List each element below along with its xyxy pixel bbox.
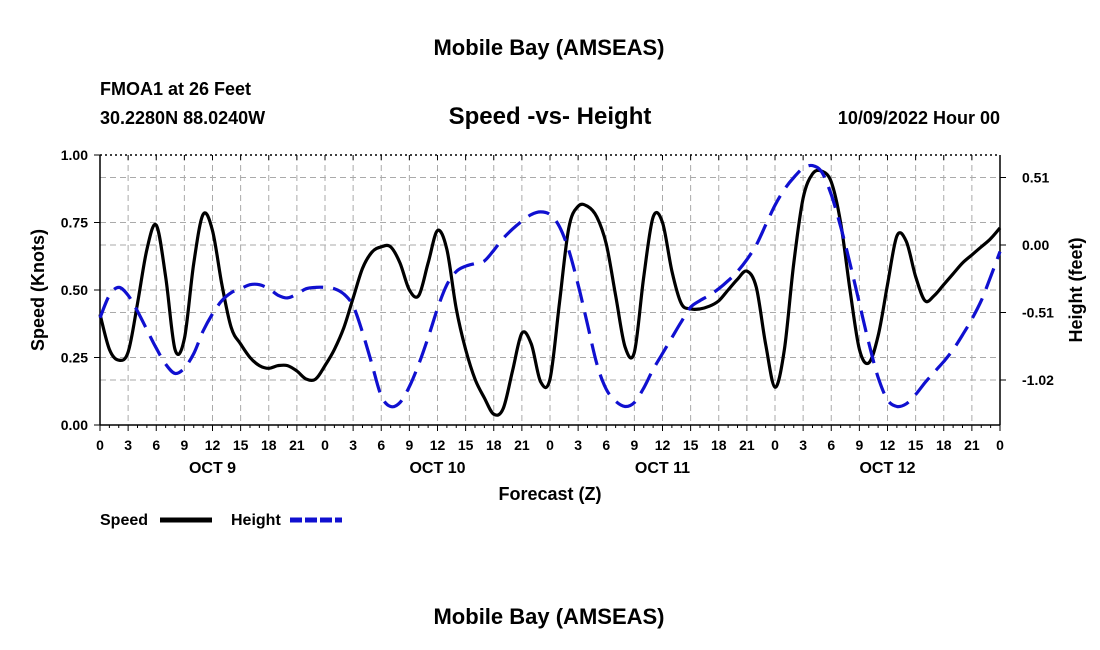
y-left-axis-label: Speed (Knots) bbox=[28, 229, 48, 351]
y-right-axis-label: Height (feet) bbox=[1066, 238, 1086, 343]
x-tick-label: 3 bbox=[349, 437, 357, 453]
x-tick-label: 6 bbox=[152, 437, 160, 453]
x-tick-label: 15 bbox=[233, 437, 249, 453]
x-tick-label: 18 bbox=[486, 437, 502, 453]
day-label: OCT 11 bbox=[635, 460, 690, 477]
x-tick-label: 12 bbox=[430, 437, 446, 453]
y-left-tick-label: 0.25 bbox=[61, 350, 88, 366]
x-tick-label: 18 bbox=[936, 437, 952, 453]
day-label: OCT 12 bbox=[859, 460, 915, 477]
x-tick-label: 21 bbox=[289, 437, 305, 453]
y-right-tick-label: -1.02 bbox=[1022, 372, 1054, 388]
x-tick-label: 12 bbox=[205, 437, 221, 453]
x-tick-label: 15 bbox=[908, 437, 924, 453]
x-tick-label: 3 bbox=[124, 437, 132, 453]
x-tick-label: 6 bbox=[377, 437, 385, 453]
x-tick-label: 12 bbox=[880, 437, 896, 453]
y-left-tick-label: 0.75 bbox=[61, 215, 88, 231]
x-tick-label: 3 bbox=[799, 437, 807, 453]
x-axis-label: Forecast (Z) bbox=[498, 484, 601, 504]
legend-speed-label: Speed bbox=[100, 512, 148, 529]
series-height-line bbox=[98, 163, 1002, 409]
x-tick-label: 21 bbox=[739, 437, 755, 453]
x-tick-label: 15 bbox=[458, 437, 474, 453]
y-left-tick-label: 0.50 bbox=[61, 282, 88, 298]
y-left-tick-label: 1.00 bbox=[61, 147, 88, 163]
x-tick-label: 0 bbox=[321, 437, 329, 453]
x-tick-label: 6 bbox=[602, 437, 610, 453]
chart-title: Mobile Bay (AMSEAS) bbox=[433, 35, 664, 60]
station-coords: 30.2280N 88.0240W bbox=[100, 108, 265, 128]
day-label: OCT 9 bbox=[189, 460, 236, 477]
x-tick-label: 0 bbox=[996, 437, 1004, 453]
series-layer bbox=[98, 163, 1002, 417]
footer-title: Mobile Bay (AMSEAS) bbox=[433, 604, 664, 629]
x-tick-label: 9 bbox=[405, 437, 413, 453]
x-tick-label: 9 bbox=[180, 437, 188, 453]
day-label: OCT 10 bbox=[409, 460, 465, 477]
y-left-tick-label: 0.00 bbox=[61, 417, 88, 433]
forecast-datetime: 10/09/2022 Hour 00 bbox=[838, 108, 1000, 128]
x-tick-label: 21 bbox=[964, 437, 980, 453]
y-right-tick-label: 0.51 bbox=[1022, 170, 1049, 186]
x-tick-label: 9 bbox=[630, 437, 638, 453]
legend-height-label: Height bbox=[231, 512, 281, 529]
x-tick-label: 18 bbox=[711, 437, 727, 453]
axes: 0 3 6 9 12 15 18 21 0 3 6 9 12 15 18 21 0 3 6 9 12 15 18 21 0 3 6 9… bbox=[61, 147, 1054, 477]
x-tick-label: 21 bbox=[514, 437, 530, 453]
chart-subtitle: Speed -vs- Height bbox=[449, 103, 652, 130]
y-right-tick-label: 0.00 bbox=[1022, 237, 1049, 253]
x-tick-label: 6 bbox=[827, 437, 835, 453]
grid bbox=[100, 155, 1000, 425]
x-tick-label: 3 bbox=[574, 437, 582, 453]
station-label: FMOA1 at 26 Feet bbox=[100, 79, 251, 99]
series-speed-line bbox=[98, 168, 1002, 417]
x-tick-label: 18 bbox=[261, 437, 277, 453]
x-tick-label: 0 bbox=[771, 437, 779, 453]
x-tick-label: 0 bbox=[96, 437, 104, 453]
x-tick-label: 9 bbox=[855, 437, 863, 453]
y-right-tick-label: -0.51 bbox=[1022, 305, 1054, 321]
x-tick-label: 0 bbox=[546, 437, 554, 453]
x-tick-label: 12 bbox=[655, 437, 671, 453]
legend: Speed Height bbox=[100, 512, 342, 529]
x-tick-label: 15 bbox=[683, 437, 699, 453]
